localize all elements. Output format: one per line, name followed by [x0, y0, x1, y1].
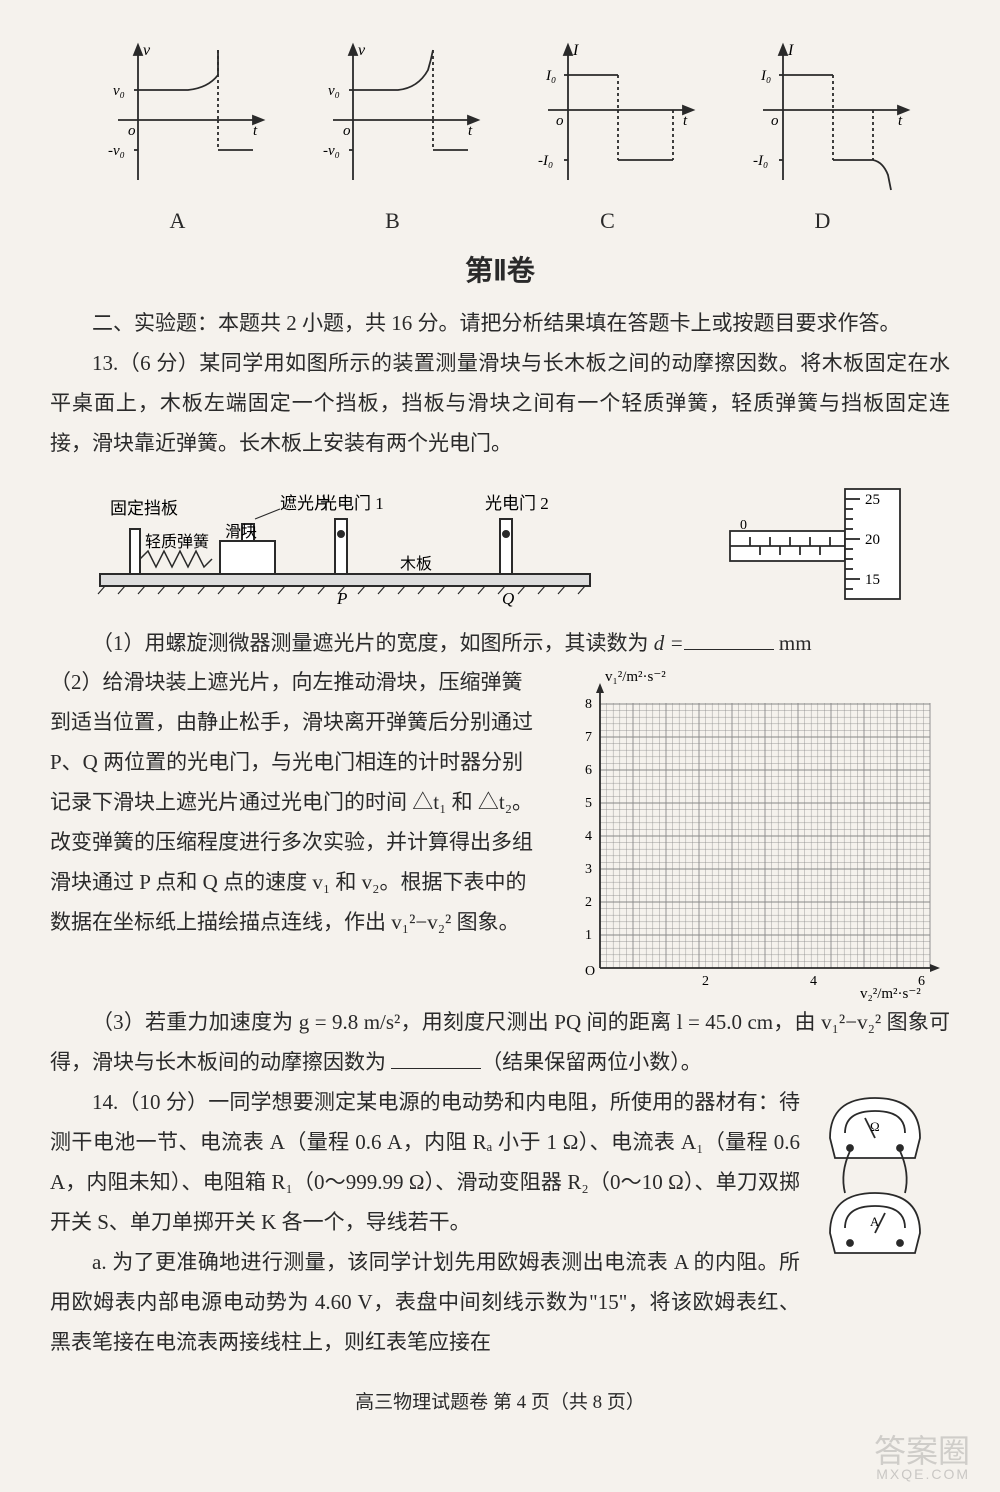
svg-text:5: 5 [585, 796, 592, 811]
neg-v0-label: -v₀ [108, 143, 125, 159]
q14-a: a. 为了更准确地进行测量，该同学计划先用欧姆表测出电流表 A 的内阻。所用欧姆… [50, 1243, 800, 1363]
graph-b: v v₀ -v₀ o t B [303, 30, 483, 234]
svg-text:v: v [358, 42, 366, 59]
svg-text:15: 15 [865, 572, 880, 588]
svg-text:光电门 2: 光电门 2 [485, 494, 549, 513]
svg-text:I₀: I₀ [545, 68, 556, 84]
watermark-url: MXQE.COM [876, 1466, 970, 1482]
svg-text:t: t [683, 113, 688, 129]
svg-text:6: 6 [585, 763, 592, 778]
q13-p2: （2）给滑块装上遮光片，向左推动滑块，压缩弹簧到适当位置，由静止松手，滑块离开弹… [50, 670, 533, 933]
svg-text:2: 2 [702, 974, 709, 989]
q13-stem: 13.（6 分）某同学用如图所示的装置测量滑块与长木板之间的动摩擦因数。将木板固… [50, 344, 950, 464]
q13-p3: （3）若重力加速度为 g = 9.8 m/s²，用刻度尺测出 PQ 间的距离 l… [50, 1003, 950, 1083]
svg-text:-I₀: -I₀ [753, 153, 768, 169]
svg-text:8: 8 [585, 697, 592, 712]
svg-text:轻质弹簧: 轻质弹簧 [145, 532, 209, 551]
grid-paper-svg: v₁²/m²·s⁻² 8 7 6 5 4 3 2 1 O 2 4 6 v₂²/m… [550, 663, 950, 1003]
axis-t-label: t [253, 123, 258, 139]
svg-text:t: t [468, 123, 473, 139]
svg-text:20: 20 [865, 532, 880, 548]
graph-c-svg: I I₀ -I₀ o t [518, 30, 698, 200]
svg-text:-v₀: -v₀ [323, 143, 340, 159]
origin-o: o [128, 123, 136, 139]
axis-v-label: v [143, 42, 151, 59]
graph-d: I I₀ -I₀ o t D [733, 30, 913, 234]
graph-c-label: C [518, 208, 698, 234]
graph-c: I I₀ -I₀ o t C [518, 30, 698, 234]
svg-text:I: I [787, 42, 794, 59]
page-footer: 高三物理试题卷 第 4 页（共 8 页） [50, 1387, 950, 1414]
graph-a-label: A [88, 208, 268, 234]
svg-text:3: 3 [585, 862, 592, 877]
svg-text:Q: Q [502, 589, 514, 608]
blank-d [684, 624, 774, 649]
svg-text:v₂²/m²·s⁻²: v₂²/m²·s⁻² [860, 986, 921, 1002]
svg-text:I₀: I₀ [760, 68, 771, 84]
q13-p2-layout: （2）给滑块装上遮光片，向左推动滑块，压缩弹簧到适当位置，由静止松手，滑块离开弹… [50, 663, 950, 1003]
instructions: 二、实验题：本题共 2 小题，共 16 分。请把分析结果填在答题卡上或按题目要求… [50, 304, 950, 344]
graph-b-svg: v v₀ -v₀ o t [303, 30, 483, 200]
svg-text:-I₀: -I₀ [538, 153, 553, 169]
svg-text:滑块: 滑块 [225, 523, 257, 541]
svg-text:7: 7 [585, 730, 592, 745]
graph-b-label: B [303, 208, 483, 234]
q14-layout: 14.（10 分）一同学想要测定某电源的电动势和内电阻，所使用的器材有：待测干电… [50, 1083, 950, 1362]
apparatus-svg: 固定挡板 轻质弹簧 遮光片 滑块 光电门 1 光电门 2 木板 P Q [80, 479, 600, 609]
graph-d-label: D [733, 208, 913, 234]
blank-mu [391, 1044, 481, 1069]
micrometer-svg: 25 20 15 0 [720, 479, 920, 609]
svg-text:t: t [898, 113, 903, 129]
svg-text:v₀: v₀ [328, 83, 340, 99]
svg-text:木板: 木板 [400, 555, 432, 573]
svg-text:4: 4 [810, 974, 817, 989]
svg-text:2: 2 [585, 895, 592, 910]
svg-text:O: O [585, 964, 595, 979]
svg-text:Ω: Ω [870, 1119, 880, 1134]
graph-a: v v₀ -v₀ o t A [88, 30, 268, 234]
v0-label: v₀ [113, 83, 125, 99]
svg-text:1: 1 [585, 928, 592, 943]
svg-text:4: 4 [585, 829, 592, 844]
svg-text:25: 25 [865, 492, 880, 508]
svg-text:o: o [556, 113, 564, 129]
svg-text:o: o [771, 113, 779, 129]
svg-text:固定挡板: 固定挡板 [110, 499, 178, 518]
q13-p1: （1）用螺旋测微器测量遮光片的宽度，如图所示，其读数为 d = mm [50, 624, 950, 664]
meters-svg: Ω A [810, 1083, 950, 1273]
svg-text:o: o [343, 123, 351, 139]
svg-text:光电门 1: 光电门 1 [320, 494, 384, 513]
svg-text:A: A [870, 1214, 880, 1229]
svg-text:P: P [336, 589, 347, 608]
graph-a-svg: v v₀ -v₀ o t [88, 30, 268, 200]
graph-d-svg: I I₀ -I₀ o t [733, 30, 913, 200]
graphs-row: v v₀ -v₀ o t A v v [50, 30, 950, 234]
q13-figure-row: 固定挡板 轻质弹簧 遮光片 滑块 光电门 1 光电门 2 木板 P Q [50, 479, 950, 609]
svg-text:v₁²/m²·s⁻²: v₁²/m²·s⁻² [605, 669, 666, 685]
q14-stem: 14.（10 分）一同学想要测定某电源的电动势和内电阻，所使用的器材有：待测干电… [50, 1083, 800, 1243]
svg-text:I: I [572, 42, 579, 59]
section-title: 第Ⅱ卷 [50, 249, 950, 289]
svg-text:0: 0 [740, 518, 747, 533]
